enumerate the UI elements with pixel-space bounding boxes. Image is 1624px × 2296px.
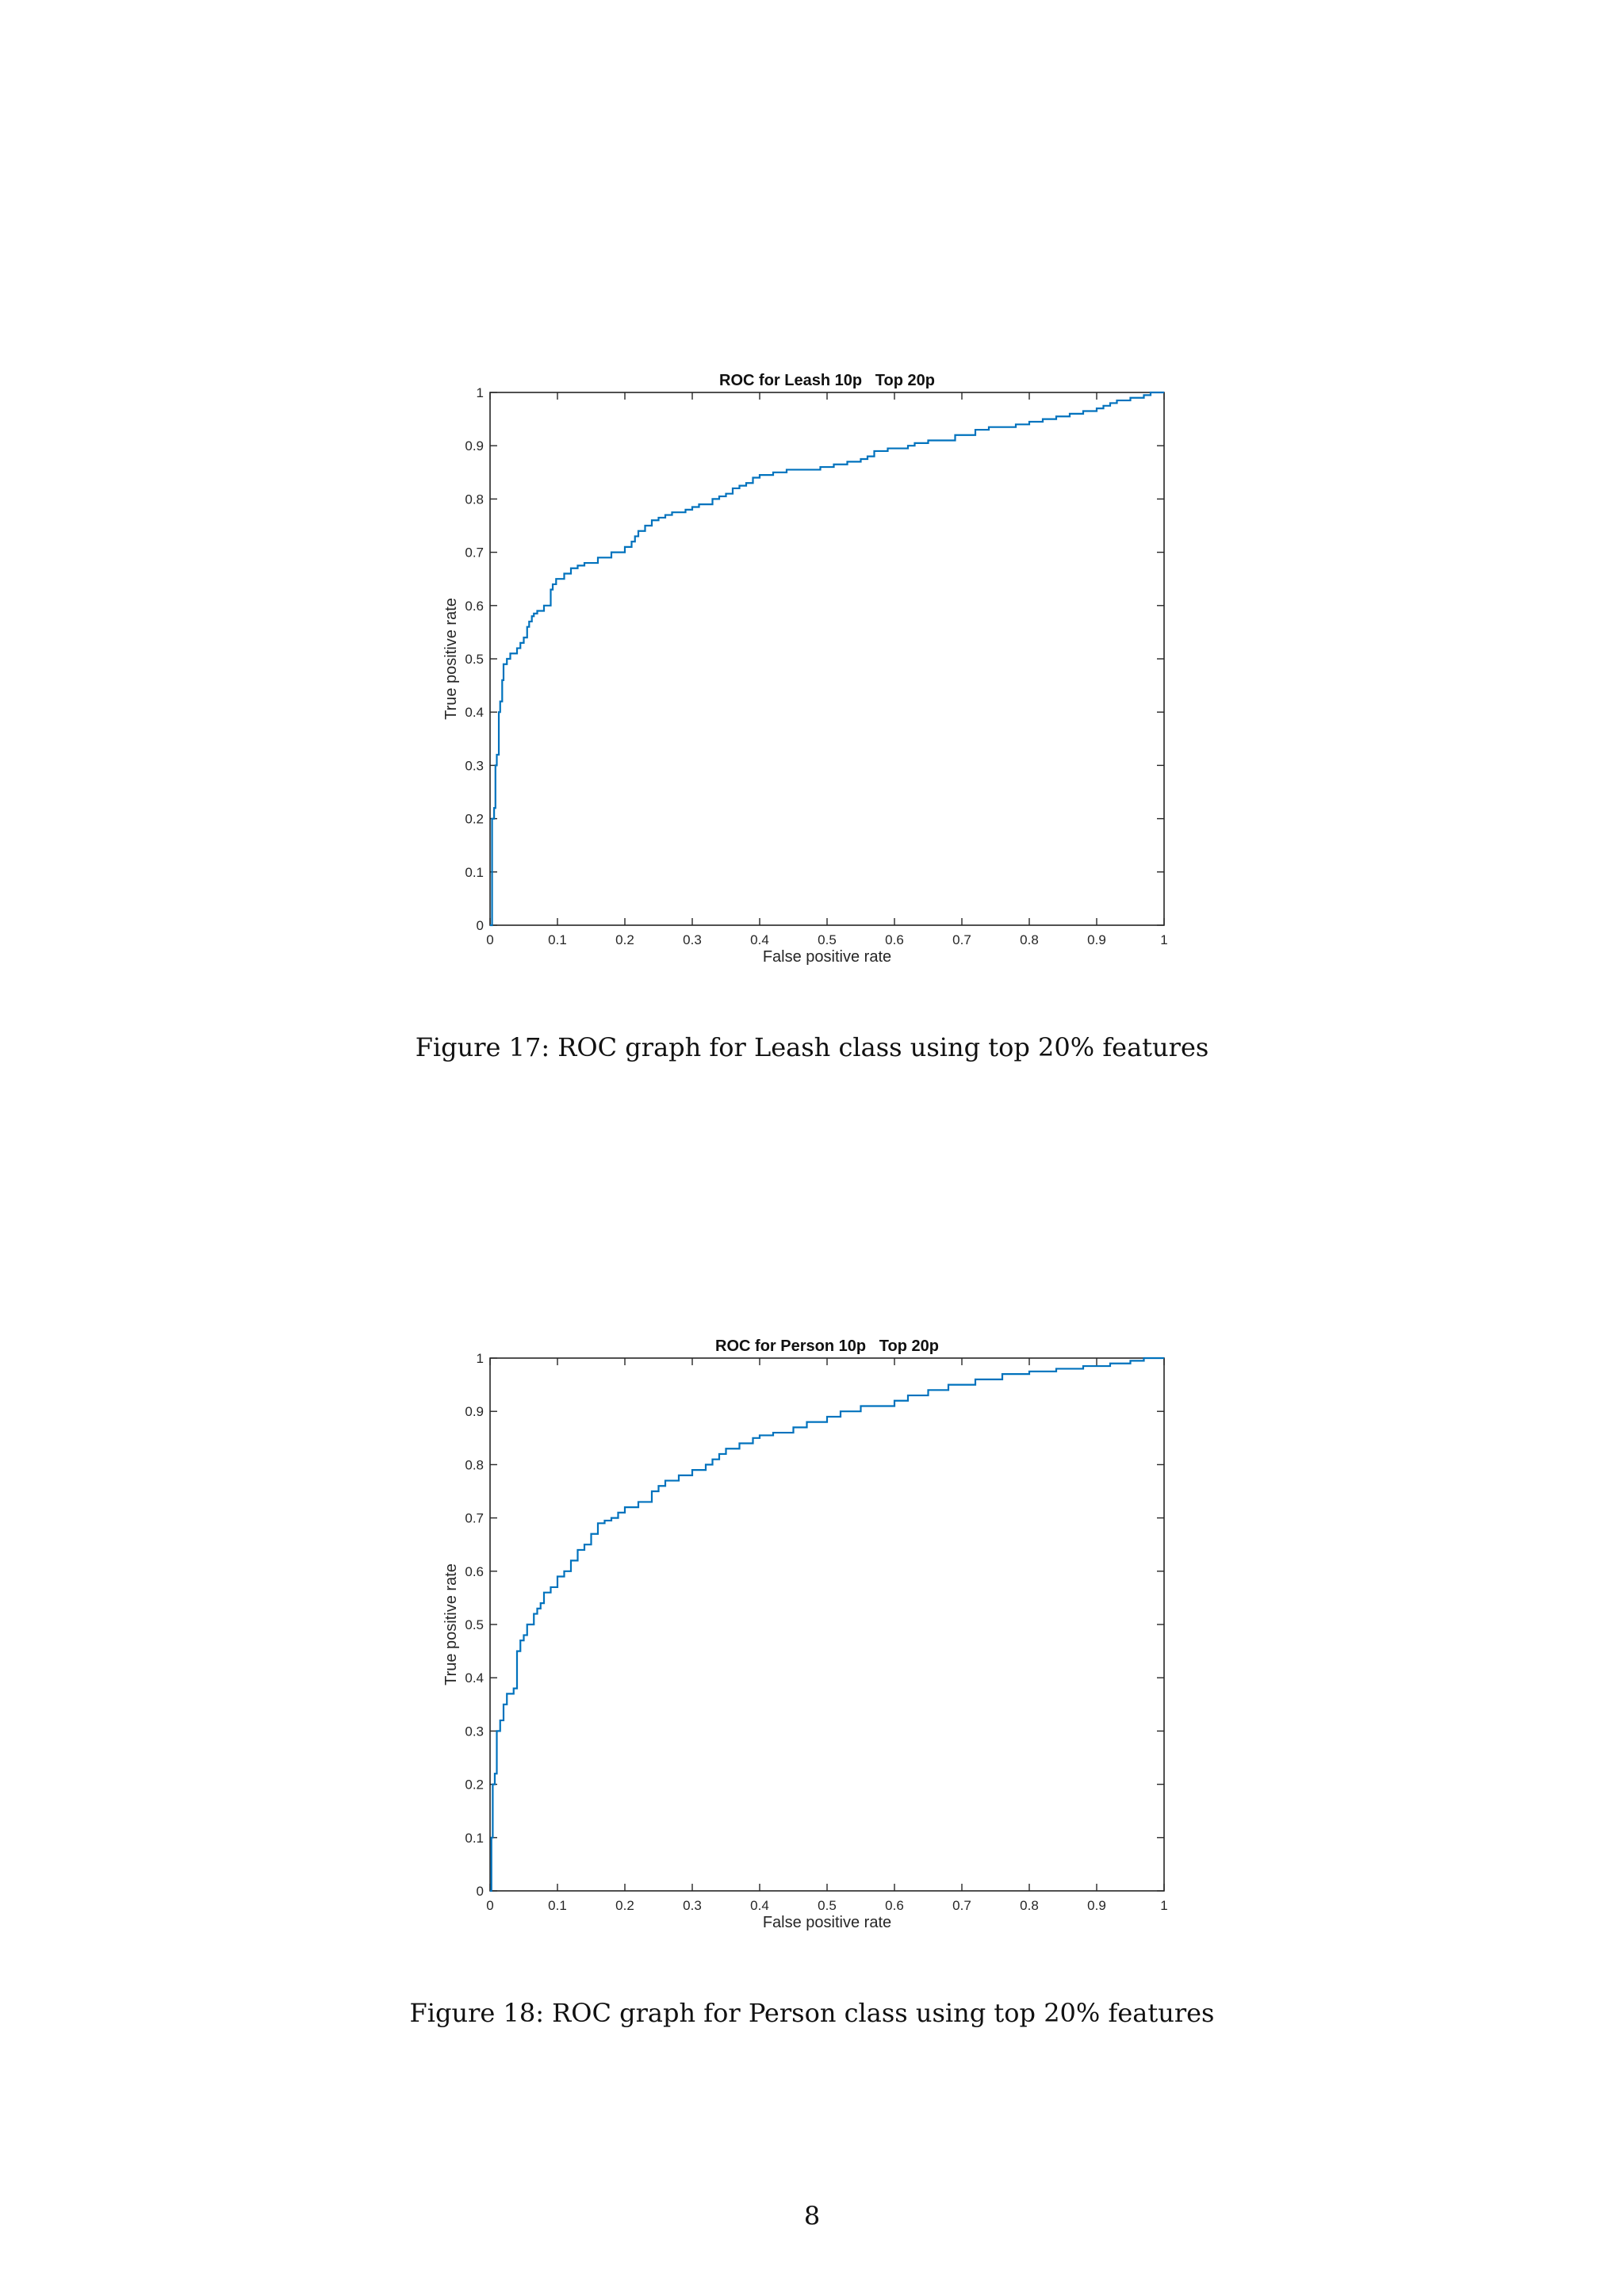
page-number: 8 <box>803 2201 821 2231</box>
y-tick-label: 0.3 <box>465 758 484 773</box>
y-tick-label: 1 <box>477 1351 484 1366</box>
roc-person-plot: 0 0.1 0.2 0.3 0.4 0.5 0.6 0.7 0.8 0.9 1 0 0.1 0.2 0.3 0… <box>442 1337 1168 1931</box>
roc-curve-line <box>490 391 1164 927</box>
x-tick-label: 0.3 <box>683 1898 702 1913</box>
y-tick-label: 0.1 <box>465 1831 484 1846</box>
y-axis-label: True positive rate <box>442 1563 460 1686</box>
chart-title: ROC for Person 10p Top 20p <box>715 1337 939 1355</box>
y-tick-label: 0.7 <box>465 545 484 561</box>
roc-leash-chart: 0 0.1 0.2 0.3 0.4 0.5 0.6 0.7 0.8 0.9 1 0 0.1 0.2 0.3 0… <box>0 361 1624 987</box>
y-tick-label: 0.5 <box>465 652 484 667</box>
x-tick-label: 0.5 <box>818 932 837 947</box>
y-tick-label: 0.3 <box>465 1724 484 1739</box>
y-tick-label: 0.9 <box>465 438 484 453</box>
x-tick-label: 0.4 <box>750 932 769 947</box>
x-tick-label: 0.8 <box>1020 1898 1039 1913</box>
figure-18-caption: Figure 18: ROC graph for Person class us… <box>409 1998 1215 2028</box>
y-tick-label: 1 <box>477 385 484 400</box>
y-tick-label: 0.7 <box>465 1511 484 1526</box>
roc-person-chart: 0 0.1 0.2 0.3 0.4 0.5 0.6 0.7 0.8 0.9 1 0 0.1 0.2 0.3 0… <box>0 1326 1624 1953</box>
x-tick-label: 0.6 <box>885 932 904 947</box>
y-tick-label: 0.5 <box>465 1617 484 1632</box>
x-tick-label: 0.3 <box>683 932 702 947</box>
x-tick-label: 0.2 <box>615 1898 634 1913</box>
x-tick-label: 0.1 <box>548 932 567 947</box>
roc-leash-plot: 0 0.1 0.2 0.3 0.4 0.5 0.6 0.7 0.8 0.9 1 0 0.1 0.2 0.3 0… <box>442 372 1168 966</box>
x-axis-label: False positive rate <box>763 948 891 966</box>
y-tick-label: 0 <box>477 1884 484 1899</box>
x-tick-label: 0.1 <box>548 1898 567 1913</box>
y-tick-label: 0.6 <box>465 599 484 614</box>
x-tick-label: 0.4 <box>750 1898 769 1913</box>
x-tick-label: 0.6 <box>885 1898 904 1913</box>
y-axis-label: True positive rate <box>442 598 460 720</box>
x-tick-label: 0.9 <box>1087 932 1106 947</box>
x-tick-label: 0.9 <box>1087 1898 1106 1913</box>
y-tick-label: 0 <box>477 918 484 933</box>
y-tick-label: 0.2 <box>465 1777 484 1793</box>
x-tick-label: 0.5 <box>818 1898 837 1913</box>
y-tick-label: 0.9 <box>465 1404 484 1419</box>
y-tick-label: 0.8 <box>465 492 484 507</box>
x-tick-label: 0.7 <box>952 932 971 947</box>
plot-area <box>489 1357 1165 1892</box>
x-tick-label: 0 <box>486 1898 493 1913</box>
x-tick-label: 1 <box>1160 932 1167 947</box>
figure-17-caption: Figure 17: ROC graph for Leash class usi… <box>415 1032 1209 1062</box>
y-tick-label: 0.2 <box>465 812 484 827</box>
y-tick-label: 0.1 <box>465 865 484 880</box>
y-tick-label: 0.8 <box>465 1457 484 1472</box>
y-tick-label: 0.4 <box>465 1670 484 1686</box>
y-tick-label: 0.4 <box>465 705 484 720</box>
x-tick-label: 1 <box>1160 1898 1167 1913</box>
y-tick-label: 0.6 <box>465 1564 484 1579</box>
x-tick-label: 0 <box>486 932 493 947</box>
roc-curve-line <box>490 1357 1164 1892</box>
x-tick-label: 0.2 <box>615 932 634 947</box>
chart-title: ROC for Leash 10p Top 20p <box>719 372 935 389</box>
x-tick-label: 0.8 <box>1020 932 1039 947</box>
x-axis-label: False positive rate <box>763 1914 891 1931</box>
x-tick-label: 0.7 <box>952 1898 971 1913</box>
plot-area <box>489 392 1165 926</box>
